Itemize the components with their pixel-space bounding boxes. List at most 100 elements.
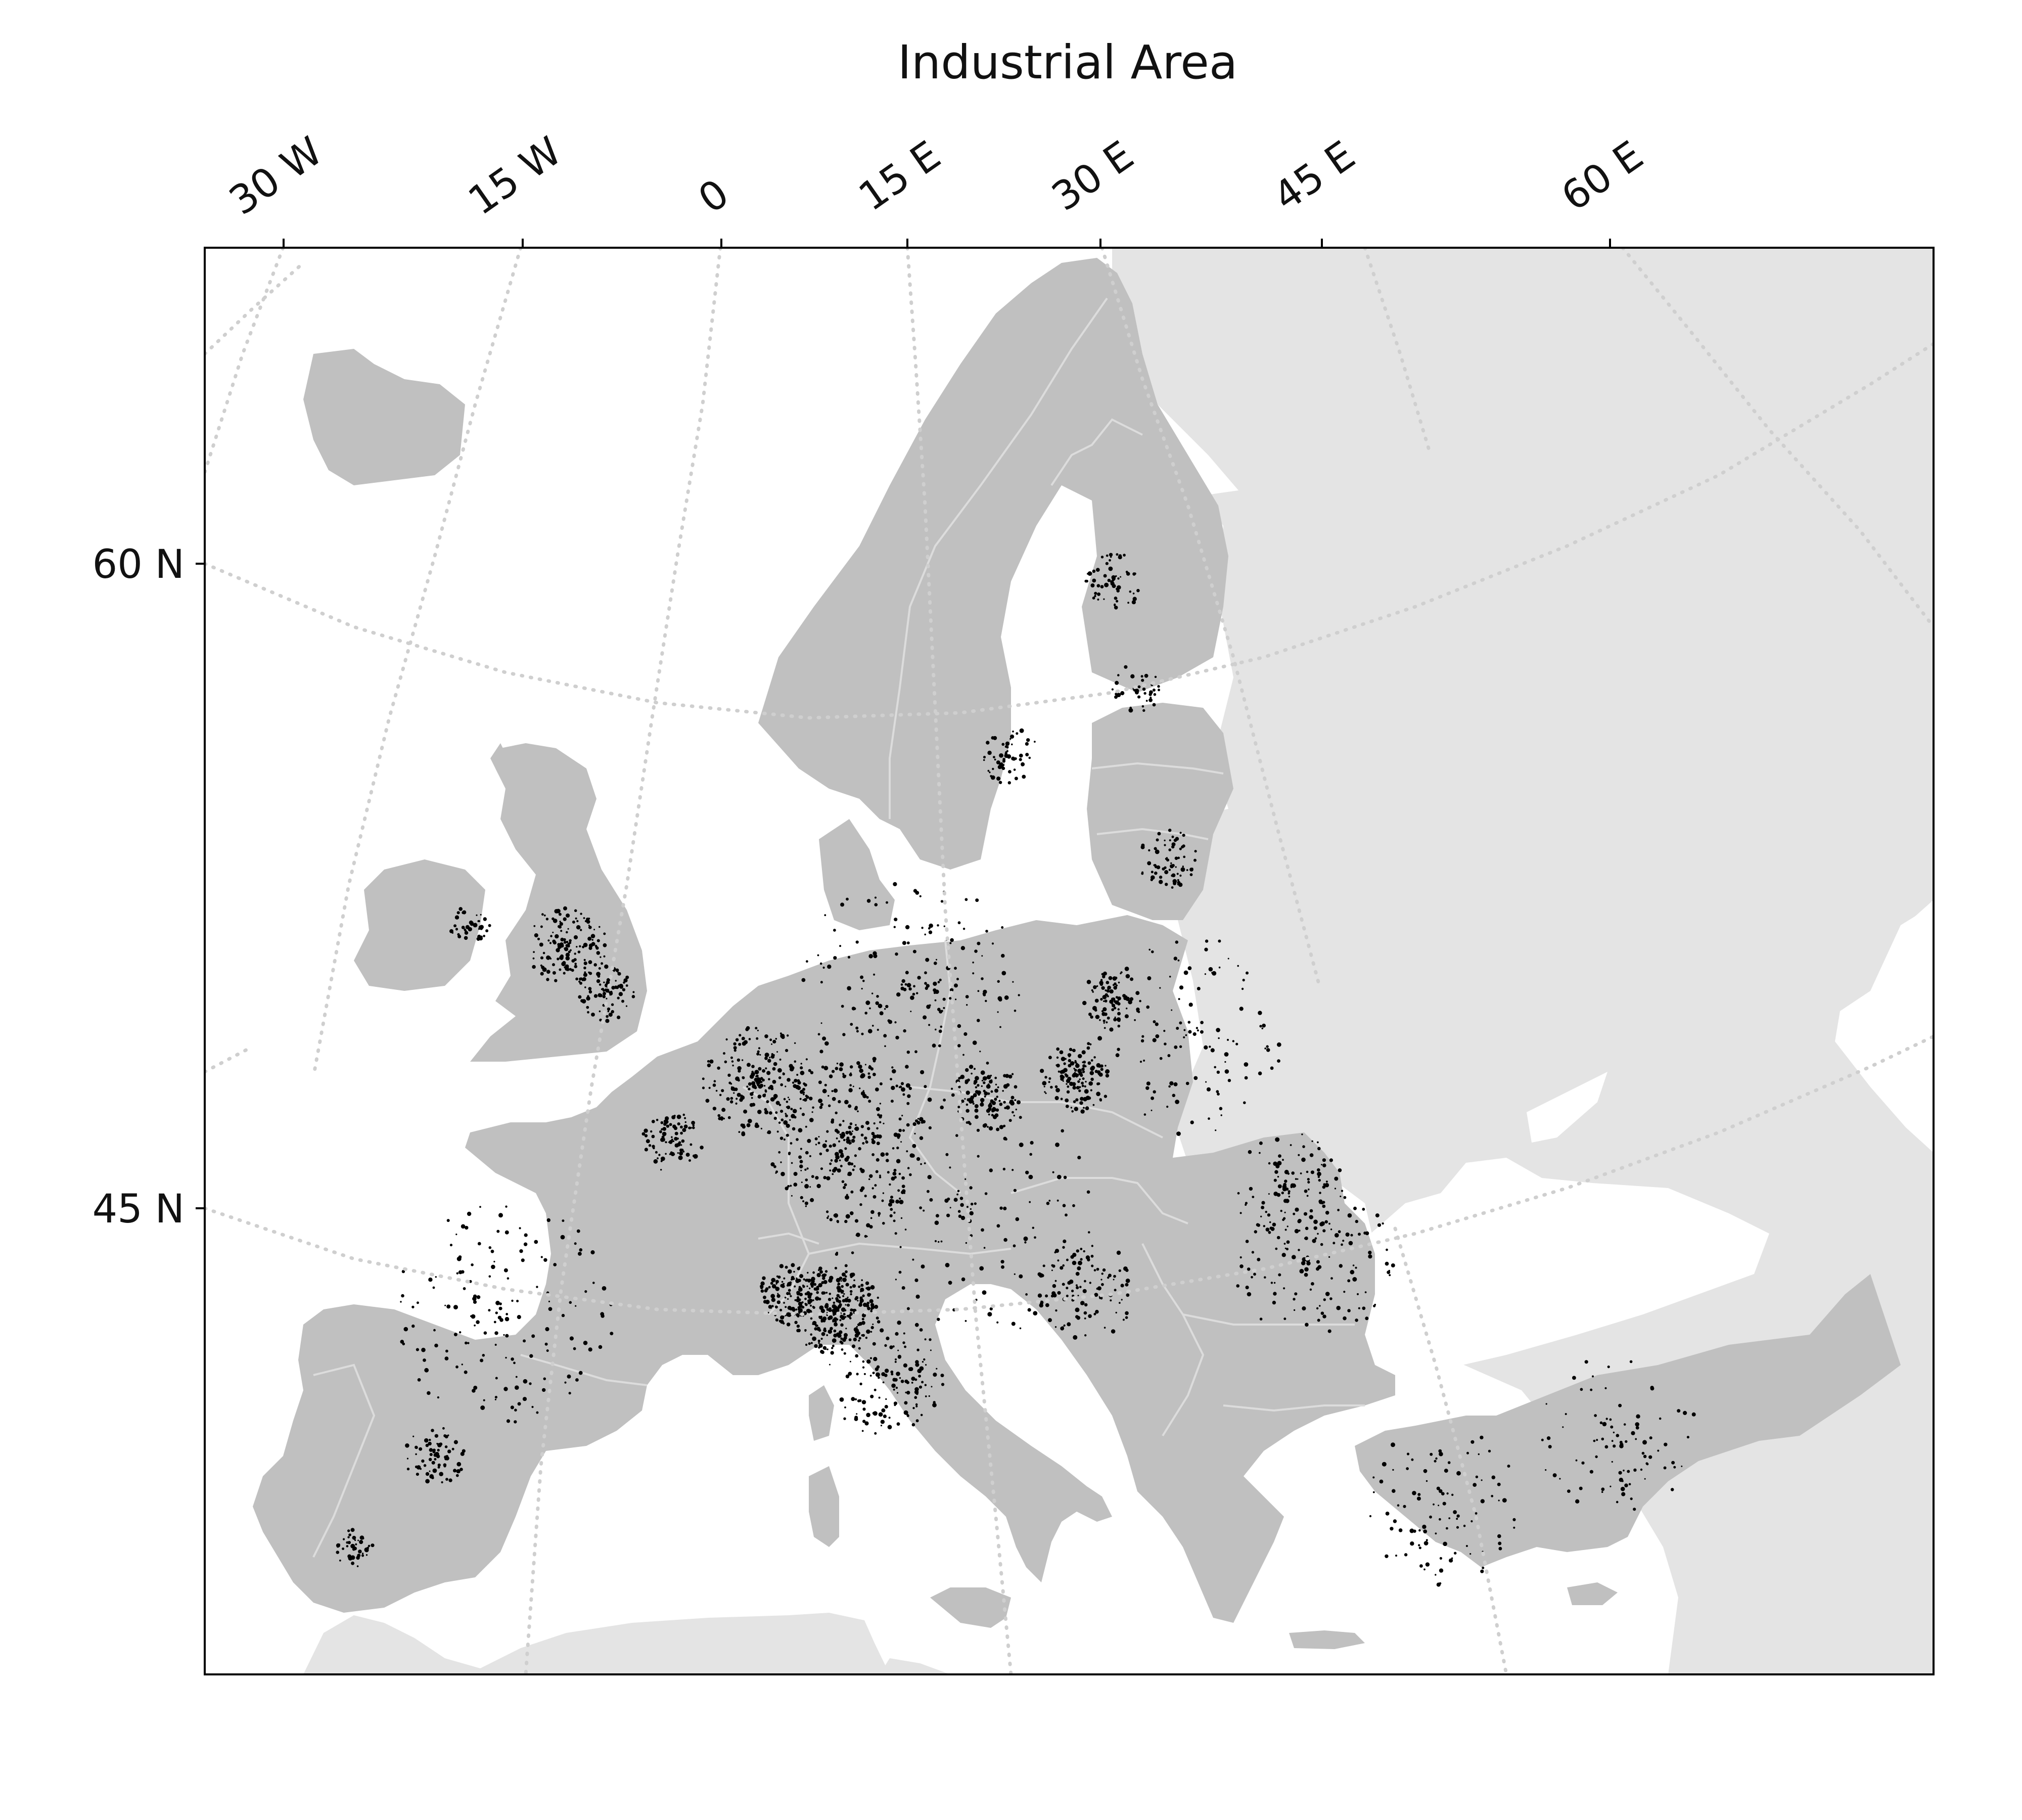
industrial-area-mark xyxy=(559,968,562,971)
industrial-area-mark xyxy=(895,1279,897,1281)
industrial-area-mark xyxy=(1071,1110,1074,1113)
industrial-area-mark xyxy=(780,1315,785,1320)
industrial-area-mark xyxy=(1183,970,1188,975)
industrial-area-mark xyxy=(764,1056,768,1060)
industrial-area-mark xyxy=(917,976,921,980)
industrial-area-mark xyxy=(412,1435,415,1437)
industrial-area-mark xyxy=(798,1128,803,1133)
industrial-area-mark xyxy=(1206,1087,1211,1091)
industrial-area-mark xyxy=(1043,1085,1045,1087)
industrial-area-mark xyxy=(563,941,567,944)
industrial-area-mark xyxy=(899,1377,901,1379)
industrial-area-mark xyxy=(985,930,988,933)
industrial-area-mark xyxy=(902,1341,905,1344)
industrial-area-mark xyxy=(833,929,836,932)
industrial-area-mark xyxy=(1154,871,1158,875)
industrial-area-mark xyxy=(883,1414,887,1419)
industrial-area-mark xyxy=(900,1082,904,1085)
industrial-area-mark xyxy=(813,1283,816,1286)
industrial-area-mark xyxy=(603,955,606,958)
industrial-area-mark xyxy=(1109,553,1113,557)
industrial-area-mark xyxy=(1013,1115,1016,1117)
industrial-area-mark xyxy=(1169,976,1171,978)
industrial-area-mark xyxy=(986,1075,991,1079)
industrial-area-mark xyxy=(841,1180,845,1184)
industrial-area-mark xyxy=(656,1119,659,1121)
industrial-area-mark xyxy=(1051,1269,1053,1271)
industrial-area-mark xyxy=(874,1184,877,1187)
industrial-area-mark xyxy=(999,1125,1004,1129)
industrial-area-mark xyxy=(856,1326,858,1328)
industrial-area-mark xyxy=(560,958,562,960)
meridian-60e xyxy=(1621,248,1934,629)
industrial-area-mark xyxy=(822,1036,826,1041)
industrial-area-mark xyxy=(569,939,572,942)
industrial-area-mark xyxy=(1058,1070,1060,1073)
industrial-area-mark xyxy=(1151,950,1154,953)
industrial-area-mark xyxy=(1064,1073,1067,1076)
industrial-area-mark xyxy=(575,917,577,920)
industrial-area-mark xyxy=(853,1337,857,1342)
industrial-area-mark xyxy=(842,1299,846,1303)
industrial-area-mark xyxy=(1115,1053,1120,1058)
industrial-area-mark xyxy=(1475,1475,1479,1478)
industrial-area-mark xyxy=(584,1290,587,1293)
industrial-area-mark xyxy=(787,1105,791,1109)
industrial-area-mark xyxy=(534,933,538,938)
industrial-area-mark xyxy=(1368,1250,1372,1255)
industrial-area-mark xyxy=(1063,1324,1066,1327)
industrial-area-mark xyxy=(1134,1019,1136,1021)
industrial-area-mark xyxy=(857,1399,860,1402)
industrial-area-mark xyxy=(806,1308,811,1313)
industrial-area-mark xyxy=(1328,1256,1330,1258)
industrial-area-mark xyxy=(743,1123,745,1126)
industrial-area-mark xyxy=(1284,1179,1288,1183)
industrial-area-mark xyxy=(820,1167,823,1170)
industrial-area-mark xyxy=(1089,1071,1094,1075)
industrial-area-mark xyxy=(1391,1263,1395,1267)
industrial-area-mark xyxy=(886,1159,889,1162)
industrial-area-mark xyxy=(1113,1007,1117,1010)
industrial-area-mark xyxy=(881,1372,886,1377)
industrial-area-mark xyxy=(619,985,623,989)
industrial-area-mark xyxy=(1610,1425,1614,1429)
industrial-area-mark xyxy=(757,1110,762,1114)
industrial-area-mark xyxy=(800,1148,802,1150)
industrial-area-mark xyxy=(1671,1461,1675,1465)
industrial-area-mark xyxy=(877,1296,880,1299)
industrial-area-mark xyxy=(826,1216,829,1219)
industrial-area-mark xyxy=(864,1064,866,1066)
industrial-area-mark xyxy=(841,1005,844,1008)
industrial-area-mark xyxy=(1347,1213,1352,1218)
industrial-area-mark xyxy=(772,1080,776,1084)
industrial-area-mark xyxy=(766,1071,771,1075)
industrial-area-mark xyxy=(847,1296,849,1298)
industrial-area-mark xyxy=(600,1312,605,1316)
industrial-area-mark xyxy=(1430,1452,1433,1456)
industrial-area-mark xyxy=(1642,1440,1647,1445)
industrial-area-mark xyxy=(1377,1223,1382,1227)
industrial-area-mark xyxy=(1391,1442,1395,1447)
industrial-area-mark xyxy=(858,1285,861,1288)
industrial-area-mark xyxy=(861,1313,866,1317)
industrial-area-mark xyxy=(733,1049,737,1052)
industrial-area-mark xyxy=(836,1137,838,1140)
industrial-area-mark xyxy=(853,1165,856,1168)
industrial-area-mark xyxy=(894,1232,897,1235)
industrial-area-mark xyxy=(1102,971,1107,976)
industrial-area-mark xyxy=(839,1319,842,1322)
industrial-area-mark xyxy=(925,1395,927,1397)
industrial-area-mark xyxy=(677,1122,680,1126)
industrial-area-mark xyxy=(1175,866,1177,868)
industrial-area-mark xyxy=(1154,863,1157,867)
industrial-area-mark xyxy=(1108,566,1113,571)
industrial-area-mark xyxy=(366,1546,370,1550)
industrial-area-mark xyxy=(995,1108,999,1112)
industrial-area-mark xyxy=(841,1315,846,1320)
sardinia xyxy=(809,1466,839,1547)
industrial-area-mark xyxy=(823,1327,826,1331)
industrial-area-mark xyxy=(839,1304,842,1307)
industrial-area-mark xyxy=(983,989,987,994)
industrial-area-mark xyxy=(1630,1497,1633,1500)
industrial-area-mark xyxy=(790,1295,792,1297)
